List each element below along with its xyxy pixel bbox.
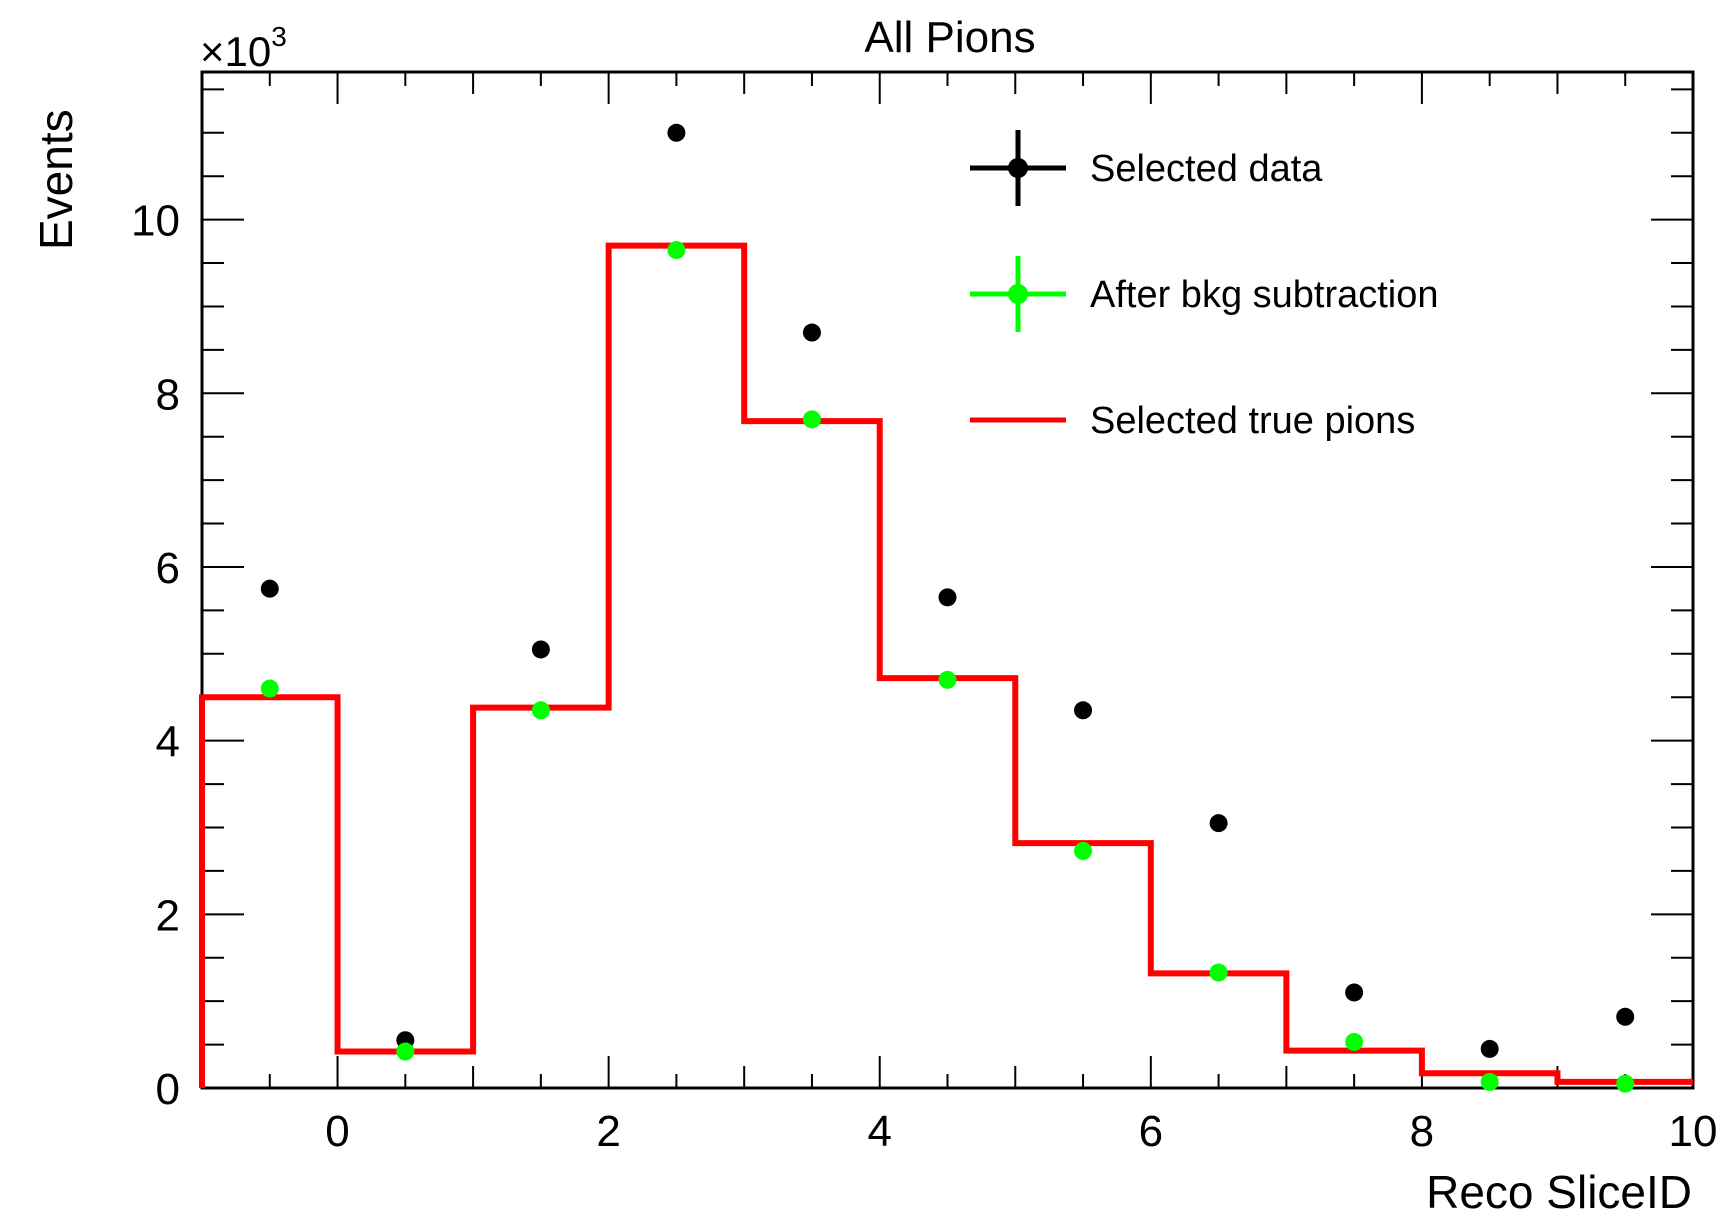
y-tick-label: 2 <box>156 891 180 940</box>
data-point-selected-data <box>802 323 821 342</box>
legend: Selected data After bkg subtraction Select… <box>970 130 1439 442</box>
data-point-after-bkg-subtraction <box>396 1042 415 1061</box>
x-tick-label: 0 <box>325 1107 349 1156</box>
legend-swatch-marker <box>1008 158 1028 178</box>
data-point-selected-data <box>667 123 686 142</box>
data-point-selected-data <box>260 579 279 598</box>
data-point-selected-data <box>1345 983 1364 1002</box>
legend-entry-after-bkg-subtraction: After bkg subtraction <box>970 256 1439 332</box>
legend-label: Selected data <box>1090 148 1323 190</box>
data-point-selected-data <box>1209 814 1228 833</box>
y-tick-label: 10 <box>131 197 180 246</box>
data-point-after-bkg-subtraction <box>260 679 279 698</box>
x-tick-label: 2 <box>596 1107 620 1156</box>
data-point-after-bkg-subtraction <box>1074 841 1093 860</box>
data-point-after-bkg-subtraction <box>938 670 957 689</box>
data-point-selected-data <box>938 588 957 607</box>
y-multiplier-exponent: 3 <box>271 21 287 52</box>
data-point-after-bkg-subtraction <box>1345 1032 1364 1051</box>
y-tick-label: 6 <box>156 544 180 593</box>
y-tick-label: 0 <box>156 1065 180 1114</box>
x-tick-label: 10 <box>1669 1107 1718 1156</box>
legend-entry-selected-true-pions: Selected true pions <box>970 400 1415 442</box>
x-axis-title: Reco SliceID <box>1426 1166 1692 1218</box>
plot-frame <box>200 70 1695 1090</box>
chart-title: All Pions <box>864 13 1035 62</box>
x-tick-label: 6 <box>1139 1107 1163 1156</box>
y-multiplier: ×103 <box>200 21 287 75</box>
data-point-after-bkg-subtraction <box>667 241 686 260</box>
data-point-after-bkg-subtraction <box>802 410 821 429</box>
legend-label: After bkg subtraction <box>1090 274 1439 316</box>
data-point-selected-data <box>1480 1039 1499 1058</box>
data-point-after-bkg-subtraction <box>1616 1074 1635 1093</box>
y-tick-label: 8 <box>156 370 180 419</box>
data-point-selected-data <box>531 640 550 659</box>
data-point-after-bkg-subtraction <box>531 701 550 720</box>
x-tick-label: 8 <box>1410 1107 1434 1156</box>
y-multiplier-base: ×10 <box>200 28 271 75</box>
data-point-selected-data <box>1616 1007 1635 1026</box>
legend-entry-selected-data: Selected data <box>970 130 1323 206</box>
data-point-selected-data <box>1074 701 1093 720</box>
data-point-after-bkg-subtraction <box>1480 1072 1499 1091</box>
legend-label: Selected true pions <box>1090 400 1415 442</box>
plot-area: 0 2 4 6 8 10 0 2 4 6 8 10 <box>131 70 1718 1156</box>
y-tick-label: 4 <box>156 718 180 767</box>
y-axis-title: Events <box>30 109 82 250</box>
data-point-after-bkg-subtraction <box>1209 963 1228 982</box>
legend-swatch-marker <box>1008 284 1028 304</box>
step-line-selected-true-pions <box>199 242 1693 1088</box>
x-tick-label: 4 <box>867 1107 891 1156</box>
